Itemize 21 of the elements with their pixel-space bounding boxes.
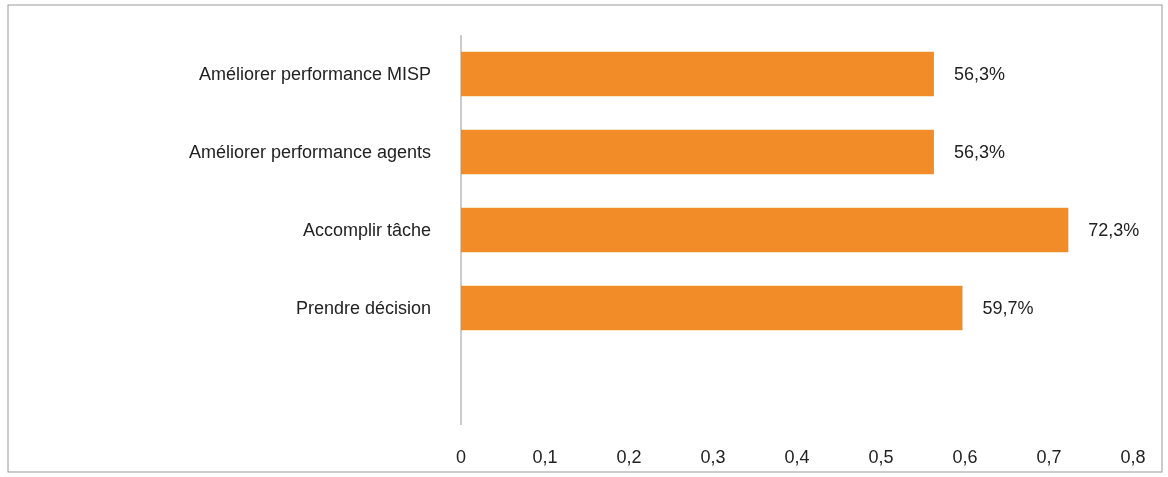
x-tick-label: 0,6 xyxy=(952,447,978,467)
x-tick-label: 0,2 xyxy=(616,447,642,467)
y-tick-label: Améliorer performance MISP xyxy=(198,64,431,85)
x-tick-label: 0,5 xyxy=(868,447,894,467)
y-tick-label: Améliorer performance agents xyxy=(188,142,431,163)
data-label: 59,7% xyxy=(982,298,1034,319)
x-tick-label: 0,3 xyxy=(700,447,726,467)
y-tick-label: Accomplir tâche xyxy=(302,220,431,241)
bar xyxy=(461,207,1069,253)
data-label: 56,3% xyxy=(953,64,1005,85)
x-tick-label: 0 xyxy=(455,447,467,467)
x-tick-label: 0,8 xyxy=(1120,447,1146,467)
x-tick-label: 0,7 xyxy=(1036,447,1062,467)
bar xyxy=(461,129,934,175)
x-tick-label: 0,1 xyxy=(532,447,558,467)
bar xyxy=(461,51,934,97)
data-label: 56,3% xyxy=(953,142,1005,163)
y-tick-label: Prendre décision xyxy=(295,298,431,319)
x-tick-label: 0,4 xyxy=(784,447,810,467)
data-label: 72,3% xyxy=(1088,220,1140,241)
bar xyxy=(461,285,963,331)
